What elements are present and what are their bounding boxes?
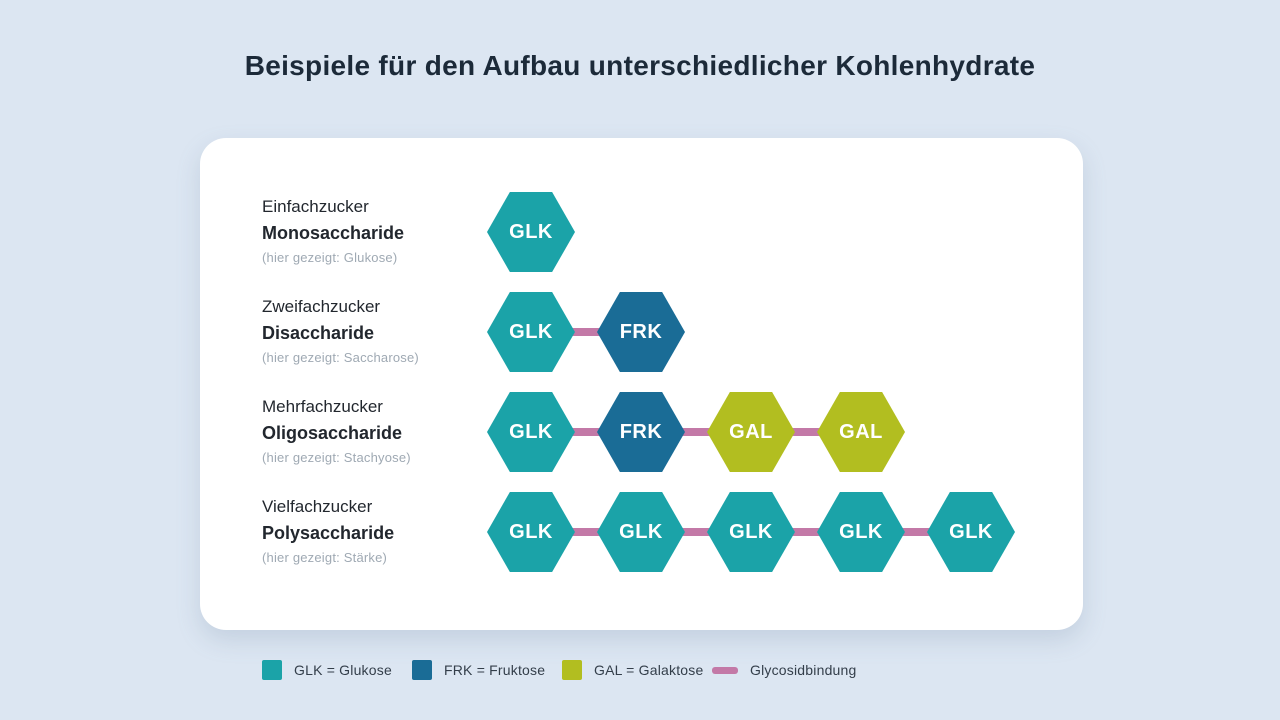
legend-swatch-bond (712, 666, 738, 674)
hexagon-label: GAL (729, 420, 773, 443)
glycosidic-bond (568, 328, 604, 336)
legend: GLK = Glukose FRK = Fruktose GAL = Galakto… (262, 660, 862, 680)
row-name: Vielfachzucker (262, 497, 373, 516)
row-example: (hier gezeigt: Stachyose) (262, 450, 411, 465)
legend-label: GLK = Glukose (294, 662, 392, 678)
carbohydrate-row: Mehrfachzucker Oligosaccharide (hier gezei… (262, 382, 1063, 482)
row-example: (hier gezeigt: Glukose) (262, 250, 398, 265)
row-name: Zweifachzucker (262, 297, 381, 316)
hexagon-label: GLK (509, 320, 553, 343)
row-class-name: Oligosaccharide (262, 423, 403, 443)
hexagon-glk: GLK (817, 492, 905, 572)
legend-item-frk: FRK = Fruktose (412, 660, 562, 680)
hexagon-glk: GLK (927, 492, 1015, 572)
row-name: Mehrfachzucker (262, 397, 383, 416)
hexagon-gal: GAL (707, 392, 795, 472)
legend-item-gal: GAL = Galaktose (562, 660, 712, 680)
glycosidic-bond (678, 528, 714, 536)
hexagon-label: GLK (509, 420, 553, 443)
legend-label: FRK = Fruktose (444, 662, 546, 678)
sugar-chain: GLK GLK GLK GLK GLK (487, 492, 1015, 572)
legend-swatch-glk (262, 660, 282, 680)
legend-swatch-frk (412, 660, 432, 680)
carbohydrate-row: Zweifachzucker Disaccharide (hier gezeigt:… (262, 282, 1063, 382)
hexagon-glk: GLK (487, 392, 575, 472)
row-label-block: Vielfachzucker Polysaccharide (hier gezeig… (262, 494, 487, 570)
legend-label: GAL = Galaktose (594, 662, 704, 678)
legend-swatch-gal (562, 660, 582, 680)
page-title: Beispiele für den Aufbau unterschiedlich… (244, 50, 1036, 81)
sugar-chain: GLK FRK (487, 292, 685, 372)
glycosidic-bond (898, 528, 934, 536)
glycosidic-bond (788, 528, 824, 536)
hexagon-gal: GAL (817, 392, 905, 472)
legend-label: Glycosidbindung (750, 662, 857, 678)
glycosidic-bond (788, 428, 824, 436)
sugar-chain: GLK (487, 192, 575, 272)
row-label-block: Einfachzucker Monosaccharide (hier gezeigt… (262, 194, 487, 270)
hexagon-label: GLK (509, 520, 553, 543)
hexagon-frk: FRK (597, 292, 685, 372)
sugar-chain: GLK FRK GAL GAL (487, 392, 905, 472)
hexagon-glk: GLK (707, 492, 795, 572)
hexagon-label: GLK (509, 220, 553, 243)
glycosidic-bond (678, 428, 714, 436)
carbohydrate-row: Einfachzucker Monosaccharide (hier gezeigt… (262, 182, 1063, 282)
hexagon-label: FRK (619, 420, 663, 443)
legend-item-glk: GLK = Glukose (262, 660, 412, 680)
row-label-block: Mehrfachzucker Oligosaccharide (hier gezei… (262, 394, 487, 470)
hexagon-label: GLK (949, 520, 993, 543)
row-name: Einfachzucker (262, 197, 369, 216)
hexagon-label: GLK (839, 520, 883, 543)
hexagon-glk: GLK (487, 492, 575, 572)
row-class-name: Polysaccharide (262, 523, 395, 543)
hexagon-glk: GLK (597, 492, 685, 572)
hexagon-glk: GLK (487, 192, 575, 272)
row-class-name: Monosaccharide (262, 223, 405, 243)
row-example: (hier gezeigt: Saccharose) (262, 350, 419, 365)
carbohydrate-rows: Einfachzucker Monosaccharide (hier gezeigt… (262, 182, 1063, 582)
hexagon-label: GLK (619, 520, 663, 543)
row-example: (hier gezeigt: Stärke) (262, 550, 388, 565)
content-card: Einfachzucker Monosaccharide (hier gezeigt… (200, 138, 1083, 630)
hexagon-frk: FRK (597, 392, 685, 472)
hexagon-label: FRK (619, 320, 663, 343)
glycosidic-bond (568, 428, 604, 436)
hexagon-glk: GLK (487, 292, 575, 372)
glycosidic-bond (568, 528, 604, 536)
row-label-block: Zweifachzucker Disaccharide (hier gezeigt:… (262, 294, 487, 370)
row-class-name: Disaccharide (262, 323, 375, 343)
carbohydrate-row: Vielfachzucker Polysaccharide (hier gezeig… (262, 482, 1063, 582)
hexagon-label: GAL (839, 420, 883, 443)
legend-item-bond: Glycosidbindung (712, 662, 862, 678)
hexagon-label: GLK (729, 520, 773, 543)
